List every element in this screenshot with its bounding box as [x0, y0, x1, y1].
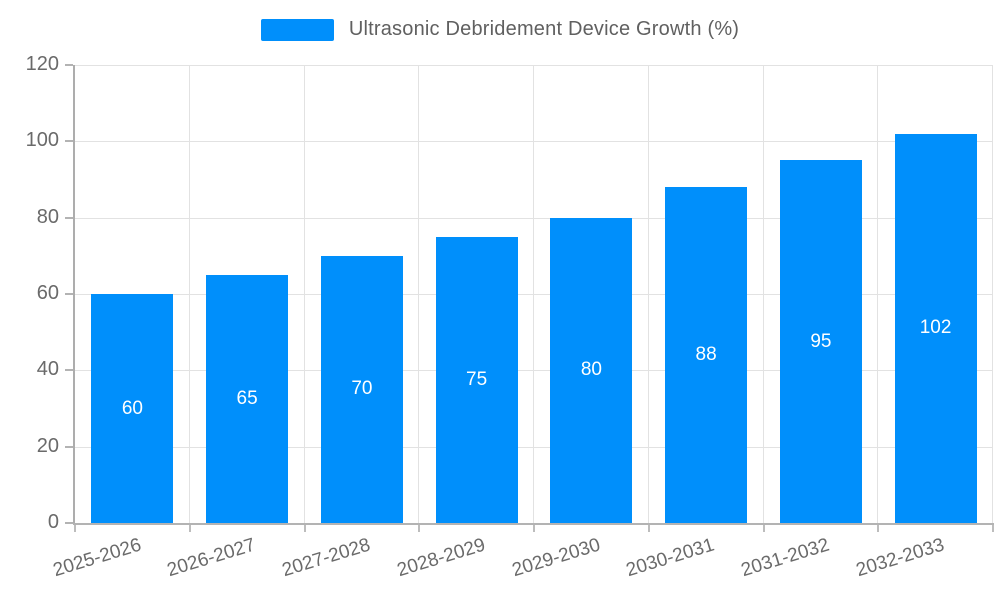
gridline-horizontal — [75, 217, 993, 219]
y-axis-tick — [65, 293, 73, 295]
gridline-vertical — [647, 65, 649, 523]
bar-value-label: 75 — [466, 368, 488, 390]
bar-value-label: 102 — [919, 317, 952, 339]
x-axis-label: 2032-2033 — [853, 534, 947, 582]
y-axis-line — [73, 65, 75, 525]
bar-value-label: 70 — [351, 378, 373, 400]
x-axis-label: 2027-2028 — [279, 534, 373, 582]
y-axis-tick — [65, 445, 73, 448]
x-axis-tick — [992, 525, 994, 532]
gridline-vertical — [533, 65, 534, 523]
bar-2026-2027[interactable]: 65 — [206, 274, 289, 523]
bar-value-label: 80 — [580, 359, 602, 381]
x-axis-label: 2029-2030 — [509, 534, 603, 582]
y-axis-label: 80 — [36, 205, 59, 228]
bar-2027-2028[interactable]: 70 — [320, 255, 403, 523]
x-axis-tick — [188, 525, 191, 532]
gridline-horizontal — [75, 370, 993, 372]
x-axis-label: 2030-2031 — [623, 534, 718, 582]
bar-2031-2032[interactable]: 95 — [779, 160, 862, 523]
gridline-horizontal — [75, 65, 993, 66]
x-axis-label: 2031-2032 — [738, 534, 832, 582]
x-axis-tick — [877, 525, 880, 532]
x-axis-line — [73, 523, 994, 525]
gridline-vertical — [418, 65, 420, 523]
y-axis-label: 40 — [36, 358, 59, 381]
y-axis-label: 0 — [47, 511, 59, 534]
x-axis-label: 2028-2029 — [394, 534, 488, 582]
y-axis-tick — [65, 522, 73, 524]
bar-2032-2033[interactable]: 102 — [894, 133, 977, 523]
bar-2030-2031[interactable]: 88 — [665, 187, 748, 523]
y-axis-tick — [65, 369, 73, 372]
bar-value-label: 60 — [121, 397, 143, 419]
y-axis-tick — [65, 216, 73, 219]
x-axis-tick — [74, 525, 76, 532]
y-axis-label: 100 — [25, 129, 59, 152]
gridline-horizontal — [75, 446, 993, 448]
x-axis-tick — [418, 525, 421, 532]
bar-2029-2030[interactable]: 80 — [550, 217, 633, 523]
x-axis-tick — [647, 525, 650, 532]
legend-item[interactable]: Ultrasonic Debridement Device Growth (%) — [0, 18, 1000, 41]
x-axis-label: 2025-2026 — [50, 534, 144, 582]
gridline-vertical — [303, 65, 305, 523]
legend-swatch — [260, 18, 334, 41]
bar-value-label: 95 — [810, 330, 832, 352]
legend-label: Ultrasonic Debridement Device Growth (%) — [348, 18, 740, 40]
y-axis-label: 120 — [25, 53, 59, 76]
y-axis-tick — [65, 64, 73, 66]
x-axis-tick — [533, 525, 535, 532]
bar-value-label: 65 — [236, 387, 258, 409]
x-axis-tick — [303, 525, 306, 532]
y-axis-tick — [65, 140, 73, 143]
x-axis-tick — [762, 525, 765, 532]
bar-value-label: 88 — [695, 344, 717, 366]
gridline-vertical — [877, 65, 879, 523]
bar-2028-2029[interactable]: 75 — [435, 236, 518, 523]
gridline-vertical — [188, 65, 190, 523]
y-axis-label: 60 — [36, 282, 59, 305]
gridline-vertical — [992, 65, 993, 523]
gridline-horizontal — [75, 141, 993, 143]
gridline-horizontal — [75, 294, 993, 295]
gridline-vertical — [762, 65, 764, 523]
y-axis-label: 20 — [36, 434, 59, 457]
plot-area: 0 20 40 60 80 100 120 60 65 70 75 80 88 95 102 2025-202… — [26, 53, 994, 581]
bar-2025-2026[interactable]: 60 — [91, 294, 174, 523]
x-axis-label: 2026-2027 — [164, 534, 259, 582]
